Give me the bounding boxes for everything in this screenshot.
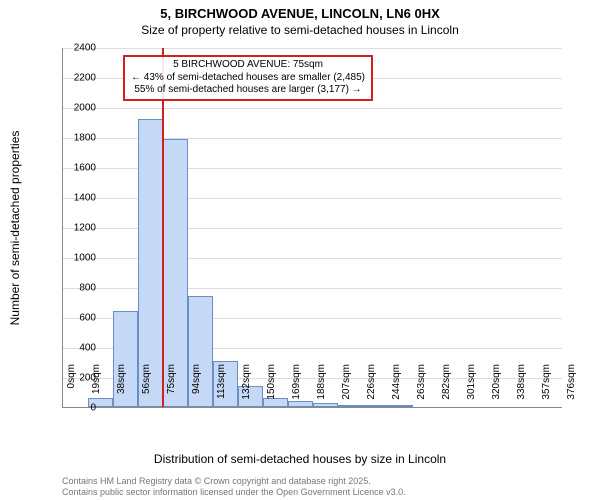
y-tick-label: 1600 bbox=[56, 163, 96, 174]
x-tick-label: 113sqm bbox=[216, 364, 227, 414]
x-tick-label: 132sqm bbox=[241, 364, 252, 414]
x-tick-label: 75sqm bbox=[166, 364, 177, 414]
x-tick-label: 357sqm bbox=[541, 364, 552, 414]
x-tick-label: 282sqm bbox=[441, 364, 452, 414]
annotation-line1: 5 BIRCHWOOD AVENUE: 75sqm bbox=[131, 59, 365, 72]
x-tick-label: 263sqm bbox=[416, 364, 427, 414]
footer-line2: Contains public sector information licen… bbox=[62, 487, 406, 498]
y-axis-label: Number of semi-detached properties bbox=[8, 131, 22, 326]
annotation-box: 5 BIRCHWOOD AVENUE: 75sqm← 43% of semi-d… bbox=[123, 55, 373, 101]
y-tick-label: 1000 bbox=[56, 253, 96, 264]
x-tick-label: 56sqm bbox=[141, 364, 152, 414]
x-tick-label: 301sqm bbox=[466, 364, 477, 414]
x-tick-label: 94sqm bbox=[191, 364, 202, 414]
y-tick-label: 400 bbox=[56, 343, 96, 354]
x-tick-label: 188sqm bbox=[316, 364, 327, 414]
x-tick-label: 19sqm bbox=[91, 364, 102, 414]
x-tick-label: 244sqm bbox=[391, 364, 402, 414]
y-tick-label: 1200 bbox=[56, 223, 96, 234]
annotation-line3: 55% of semi-detached houses are larger (… bbox=[131, 84, 365, 97]
x-tick-label: 207sqm bbox=[341, 364, 352, 414]
grid-line bbox=[63, 48, 562, 49]
footer-attribution: Contains HM Land Registry data © Crown c… bbox=[62, 476, 406, 498]
y-tick-label: 800 bbox=[56, 283, 96, 294]
annotation-line2: ← 43% of semi-detached houses are smalle… bbox=[131, 72, 365, 85]
y-tick-label: 2400 bbox=[56, 43, 96, 54]
y-tick-label: 1400 bbox=[56, 193, 96, 204]
x-axis-label: Distribution of semi-detached houses by … bbox=[0, 452, 600, 466]
grid-line bbox=[63, 108, 562, 109]
y-tick-label: 2200 bbox=[56, 73, 96, 84]
chart-title-line1: 5, BIRCHWOOD AVENUE, LINCOLN, LN6 0HX bbox=[0, 6, 600, 21]
x-tick-label: 338sqm bbox=[516, 364, 527, 414]
x-tick-label: 38sqm bbox=[116, 364, 127, 414]
x-tick-label: 376sqm bbox=[566, 364, 577, 414]
x-tick-label: 0sqm bbox=[66, 364, 77, 414]
chart-title-line2: Size of property relative to semi-detach… bbox=[0, 23, 600, 37]
chart-title-block: 5, BIRCHWOOD AVENUE, LINCOLN, LN6 0HX Si… bbox=[0, 0, 600, 37]
y-tick-label: 2000 bbox=[56, 103, 96, 114]
chart-plot-area: 5 BIRCHWOOD AVENUE: 75sqm← 43% of semi-d… bbox=[62, 48, 562, 408]
y-tick-label: 1800 bbox=[56, 133, 96, 144]
x-tick-label: 320sqm bbox=[491, 364, 502, 414]
x-tick-label: 169sqm bbox=[291, 364, 302, 414]
footer-line1: Contains HM Land Registry data © Crown c… bbox=[62, 476, 406, 487]
x-tick-label: 150sqm bbox=[266, 364, 277, 414]
y-tick-label: 600 bbox=[56, 313, 96, 324]
property-marker-line bbox=[162, 48, 164, 407]
x-tick-label: 226sqm bbox=[366, 364, 377, 414]
